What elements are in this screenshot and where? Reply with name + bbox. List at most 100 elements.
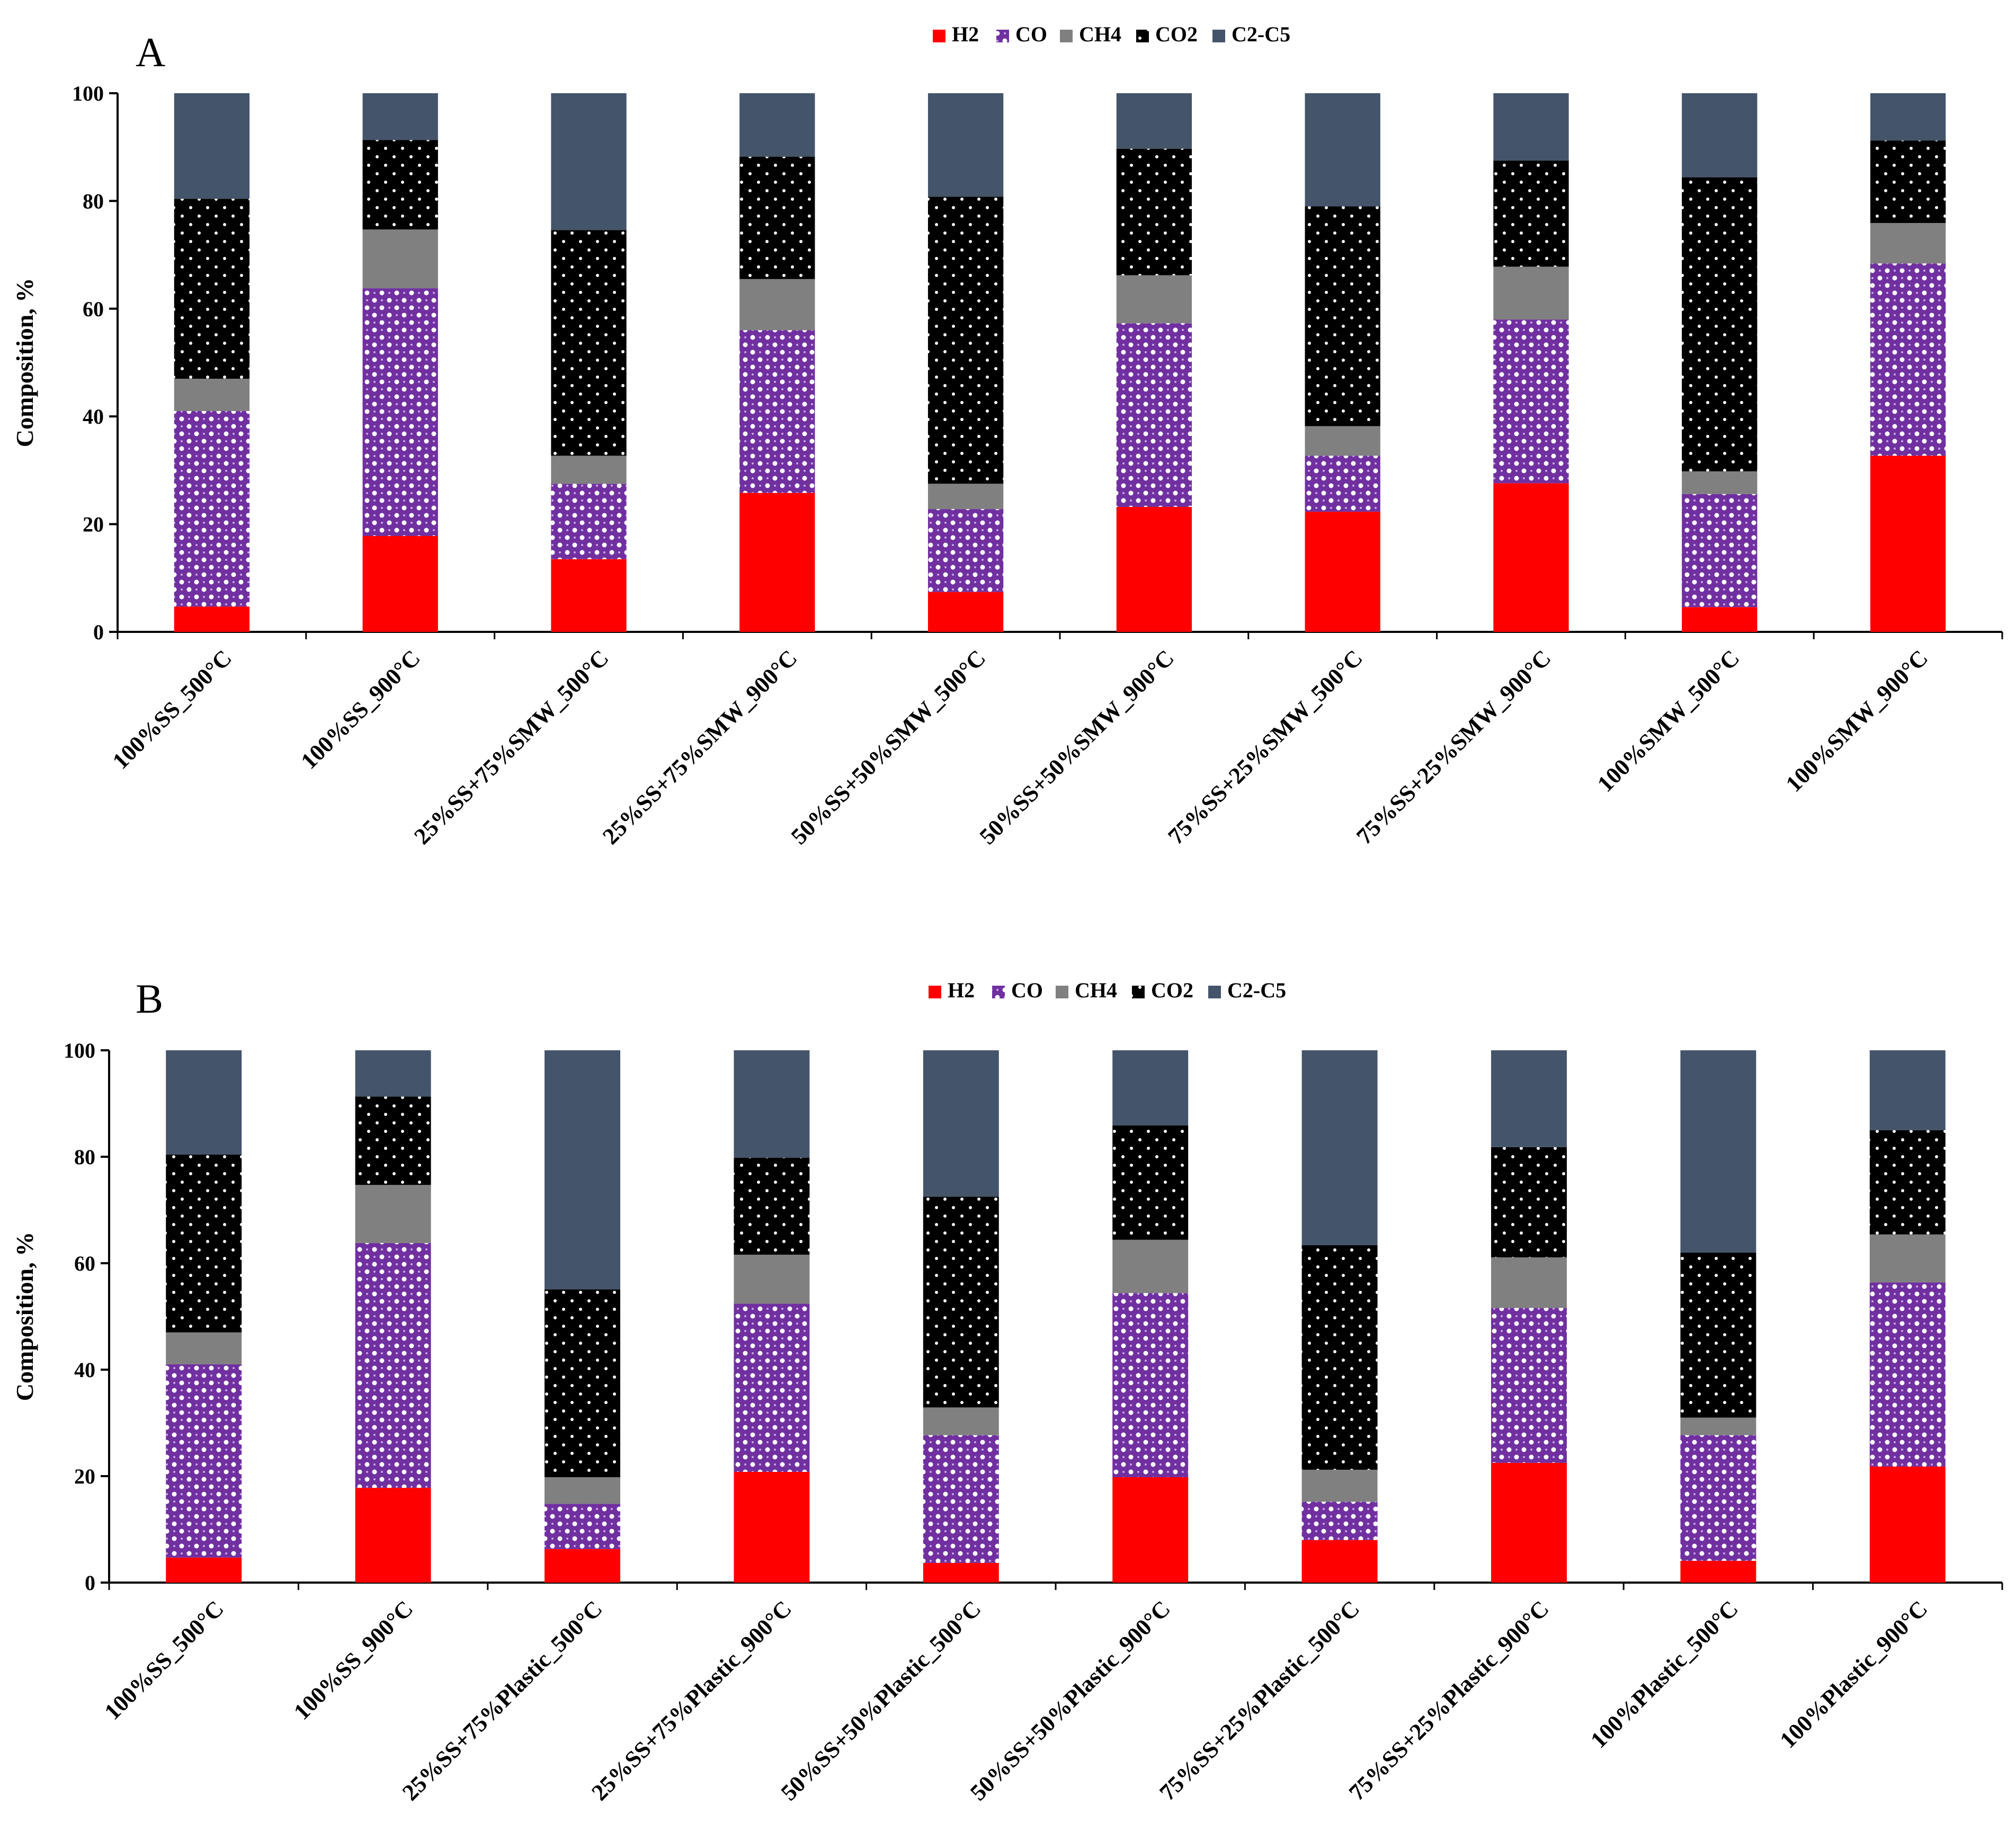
chart-b-bar-50-ss-50-plastic-900-c-co2 [1112,1125,1189,1240]
chart-b-legend-label-h2: H2 [948,978,975,1002]
chart-a-bar-50-ss-50-smw-900-c-c2-c5 [1116,93,1192,149]
chart-b-y-tick-label-0: 0 [85,1571,95,1595]
chart-b-bar-75-ss-25-plastic-500-c-co2 [1301,1245,1378,1470]
chart-a-bar-100-smw-900-c-ch4 [1870,223,1946,264]
chart-a: A H2 CO CH4 CO2 C2-C5 0 20 40 60 80 100 Composition,… [11,22,2003,850]
chart-a-bar-25-ss-75-smw-900-c-h2 [739,493,815,632]
chart-b-bar-50-ss-50-plastic-500-c-ch4 [923,1407,999,1435]
chart-a-y-tick-label-80: 80 [83,189,104,213]
chart-b-legend-label-co2: CO2 [1151,978,1193,1002]
chart-b: B H2 CO CH4 CO2 C2-C5 0 20 40 60 80 100 Composition,… [11,976,2003,1806]
chart-a-y-tick-label-40: 40 [83,405,104,428]
chart-a-legend-label-h2: H2 [952,22,979,46]
chart-a-legend-swatch-co [996,30,1009,42]
chart-b-bar-100-ss-500-c-h2 [166,1557,242,1583]
chart-b-bar-50-ss-50-plastic-900-c-h2 [1112,1477,1189,1583]
chart-a-bar-100-smw-500-c-co [1682,494,1758,608]
chart-b-legend-swatch-ch4 [1056,986,1068,998]
chart-a-bar-50-ss-50-smw-900-c-co2 [1116,148,1192,275]
chart-a-bar-100-ss-500-c-co [174,411,250,607]
chart-a-bar-75-ss-25-smw-900-c-co2 [1493,160,1569,267]
chart-a-legend-swatch-h2 [933,30,945,42]
chart-a-bar-25-ss-75-smw-900-c-ch4 [739,279,815,331]
chart-b-category-label-25-ss-75-plastic-900-c: 25%SS+75%Plastic_900°C [586,1595,797,1806]
chart-a-category-label-25-ss-75-smw-500-c: 25%SS+75%SMW_500°C [409,645,613,849]
chart-b-bar-100-ss-900-c-ch4 [355,1185,431,1243]
chart-b-category-label-25-ss-75-plastic-500-c: 25%SS+75%Plastic_500°C [397,1595,608,1806]
chart-b-category-label-100-plastic-500-c: 100%Plastic_500°C [1585,1595,1743,1753]
chart-a-bar-50-ss-50-smw-500-c-ch4 [927,484,1004,510]
chart-a-bar-100-ss-900-c-co [362,288,438,536]
chart-a-bar-75-ss-25-smw-900-c-ch4 [1493,266,1569,320]
chart-b-legend-swatch-co2 [1132,986,1145,998]
chart-a-legend-swatch-ch4 [1060,30,1073,42]
chart-b-bar-100-ss-900-c-co2 [355,1096,431,1185]
chart-a-bar-100-smw-500-c-c2-c5 [1682,93,1758,177]
chart-a-bar-25-ss-75-smw-900-c-co2 [739,157,815,279]
chart-a-bar-75-ss-25-smw-500-c-co [1305,455,1380,512]
chart-b-bar-25-ss-75-plastic-900-c-co [734,1303,810,1472]
chart-a-bar-25-ss-75-smw-500-c-h2 [551,559,627,632]
chart-a-bar-100-ss-500-c-h2 [174,606,250,632]
chart-b-bar-100-ss-900-c-co [355,1243,431,1488]
chart-b-bar-75-ss-25-plastic-900-c-c2-c5 [1491,1050,1567,1147]
chart-b-bar-75-ss-25-plastic-900-c-co2 [1491,1147,1567,1257]
chart-a-bar-25-ss-75-smw-900-c-co [739,330,815,493]
chart-b-category-label-75-ss-25-plastic-500-c: 75%SS+25%Plastic_500°C [1154,1595,1364,1806]
chart-b-bar-100-plastic-900-c-ch4 [1869,1234,1946,1283]
chart-a-y-tick-label-100: 100 [72,82,104,105]
chart-a-category-label-75-ss-25-smw-900-c: 75%SS+25%SMW_900°C [1351,645,1556,849]
chart-b-category-label-100-plastic-900-c: 100%Plastic_900°C [1775,1595,1933,1753]
chart-a-bar-50-ss-50-smw-500-c-co2 [927,196,1004,484]
chart-b-bar-25-ss-75-plastic-900-c-h2 [734,1471,810,1583]
chart-a-bar-25-ss-75-smw-500-c-co [551,484,627,559]
chart-a-bar-75-ss-25-smw-500-c-ch4 [1305,426,1380,456]
chart-a-category-label-25-ss-75-smw-900-c: 25%SS+75%SMW_900°C [597,645,802,849]
chart-a-bar-50-ss-50-smw-900-c-co [1116,323,1192,507]
chart-a-y-tick-label-20: 20 [83,513,104,537]
chart-a-bar-50-ss-50-smw-900-c-h2 [1116,507,1192,632]
chart-a-bar-100-ss-500-c-co2 [174,199,250,379]
chart-a-category-label-75-ss-25-smw-500-c: 75%SS+25%SMW_500°C [1163,645,1367,849]
chart-b-bar-100-plastic-500-c-c2-c5 [1680,1050,1756,1253]
chart-a-bar-25-ss-75-smw-500-c-ch4 [551,455,627,484]
chart-b-legend-label-co: CO [1011,978,1043,1002]
chart-b-legend: H2 CO CH4 CO2 C2-C5 [929,978,1286,1002]
chart-a-bar-100-smw-900-c-h2 [1870,455,1946,632]
chart-b-bar-50-ss-50-plastic-900-c-c2-c5 [1112,1050,1189,1126]
chart-a-bar-100-smw-900-c-co2 [1870,140,1946,224]
chart-a-category-label-100-ss-500-c: 100%SS_500°C [108,645,237,774]
chart-a-bar-50-ss-50-smw-900-c-ch4 [1116,275,1192,324]
chart-b-category-label-75-ss-25-plastic-900-c: 75%SS+25%Plastic_900°C [1344,1595,1554,1806]
chart-a-category-label-100-ss-900-c: 100%SS_900°C [296,645,425,774]
chart-b-bar-100-ss-900-c-h2 [355,1488,431,1583]
chart-b-bar-25-ss-75-plastic-500-c-co2 [545,1289,620,1478]
chart-b-bar-100-plastic-500-c-ch4 [1680,1417,1756,1435]
chart-b-y-tick-label-20: 20 [74,1464,95,1488]
chart-a-legend-label-co: CO [1015,22,1047,46]
chart-a-bar-100-ss-900-c-h2 [362,535,438,632]
chart-b-bar-75-ss-25-plastic-500-c-co [1301,1502,1378,1540]
chart-b-bar-50-ss-50-plastic-500-c-co [923,1435,999,1563]
chart-a-bar-100-ss-500-c-c2-c5 [174,93,250,199]
chart-a-bar-100-ss-900-c-co2 [362,140,438,230]
chart-b-bar-25-ss-75-plastic-900-c-c2-c5 [734,1050,810,1158]
chart-b-bar-25-ss-75-plastic-900-c-ch4 [734,1254,810,1304]
chart-b-bar-75-ss-25-plastic-900-c-ch4 [1491,1257,1567,1308]
chart-a-bar-25-ss-75-smw-500-c-c2-c5 [551,93,627,230]
chart-a-legend-label-c2-c5: C2-C5 [1232,22,1290,46]
chart-a-y-axis-label: Composition, % [11,278,38,447]
chart-b-bar-25-ss-75-plastic-900-c-co2 [734,1158,810,1255]
chart-b-legend-swatch-h2 [929,986,941,998]
chart-a-legend-swatch-c2-c5 [1212,30,1225,42]
chart-b-y-tick-label-40: 40 [74,1358,95,1382]
chart-b-bar-25-ss-75-plastic-500-c-ch4 [545,1477,620,1504]
chart-a-bar-75-ss-25-smw-500-c-c2-c5 [1305,93,1380,207]
chart-b-bar-25-ss-75-plastic-500-c-c2-c5 [545,1050,620,1290]
chart-b-bar-75-ss-25-plastic-500-c-h2 [1301,1540,1378,1583]
chart-b-bar-100-ss-500-c-ch4 [166,1332,242,1364]
chart-b-category-label-50-ss-50-plastic-500-c: 50%SS+50%Plastic_500°C [776,1595,986,1806]
chart-b-bar-50-ss-50-plastic-500-c-co2 [923,1196,999,1408]
chart-a-bar-75-ss-25-smw-500-c-h2 [1305,512,1380,632]
